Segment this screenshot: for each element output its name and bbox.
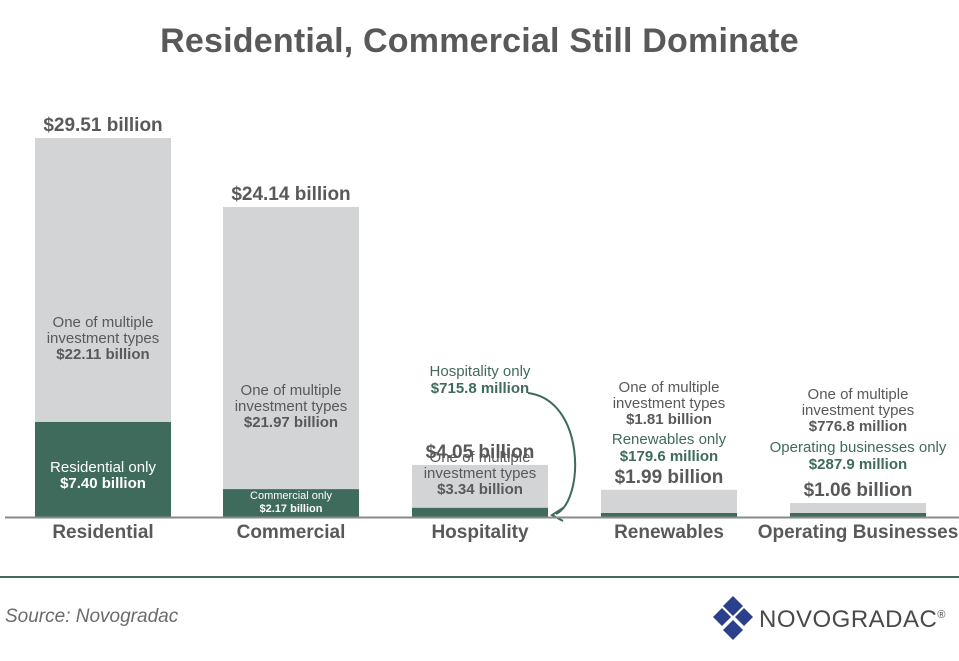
bar-multiple-3 [601,489,737,513]
category-label-1: Commercial [237,522,346,543]
brand-name-text: NOVOGRADAC [759,606,938,633]
multiple-text-line1-2: One of multiple [430,449,531,466]
only-text-2: Hospitality only [430,363,531,380]
total-label-4: $1.06 billion [804,480,913,501]
bar-only-0 [35,421,171,517]
only-text-0: Residential only [50,459,156,476]
multiple-text-line2-3: investment types [613,395,726,412]
bar-multiple-2 [412,464,548,508]
total-label-0: $29.51 billion [43,115,162,136]
multiple-text-line1-0: One of multiple [53,314,154,331]
hospitality-arrow [527,392,577,515]
multiple-text-line1-3: One of multiple [619,379,720,396]
multiple-text-line2-1: investment types [235,398,348,415]
hospitality-arrowhead [550,507,564,522]
multiple-value-0: $22.11 billion [56,346,149,363]
total-label-2: $4.05 billion [426,442,535,463]
only-text-3: Renewables only [612,431,727,448]
only-text-4: Operating businesses only [770,439,947,456]
only-text-1: Commercial only [250,490,332,502]
novogradac-logo-icon [713,596,753,640]
only-value-3: $179.6 million [620,448,718,465]
category-label-3: Renewables [614,522,724,543]
bar-only-4 [790,513,926,517]
footer-divider [0,576,959,578]
bar-only-2 [412,507,548,517]
brand-registered-mark: ® [937,609,946,621]
multiple-text-line1-4: One of multiple [808,386,909,403]
multiple-text-line2-4: investment types [802,402,915,419]
multiple-text-line1-1: One of multiple [241,382,342,399]
category-label-2: Hospitality [431,522,529,543]
category-label-0: Residential [52,522,153,543]
multiple-value-3: $1.81 billion [626,411,712,428]
bar-only-1 [223,489,359,517]
total-label-3: $1.99 billion [615,467,724,488]
multiple-text-line2-2: investment types [424,465,537,482]
multiple-value-2: $3.34 billion [437,481,523,498]
multiple-text-line2-0: investment types [47,330,160,347]
bar-only-3 [601,513,737,517]
only-value-2: $715.8 million [431,380,529,397]
only-value-4: $287.9 million [809,456,907,473]
chart-title: Residential, Commercial Still Dominate [160,22,799,60]
source-note: Source: Novogradac [5,606,179,627]
only-value-1: $2.17 billion [260,503,323,515]
multiple-value-4: $776.8 million [809,418,907,435]
category-label-4: Operating Businesses [758,522,959,543]
multiple-value-1: $21.97 billion [244,414,338,431]
bar-multiple-4 [790,503,926,513]
bar-multiple-0 [35,138,171,422]
brand-name: NOVOGRADAC® [759,606,946,634]
total-label-1: $24.14 billion [231,184,350,205]
bar-multiple-1 [223,206,359,490]
stacked-bar-chart: $29.51 billion Residential One of multiple… [5,115,959,543]
only-value-0: $7.40 billion [60,475,146,492]
